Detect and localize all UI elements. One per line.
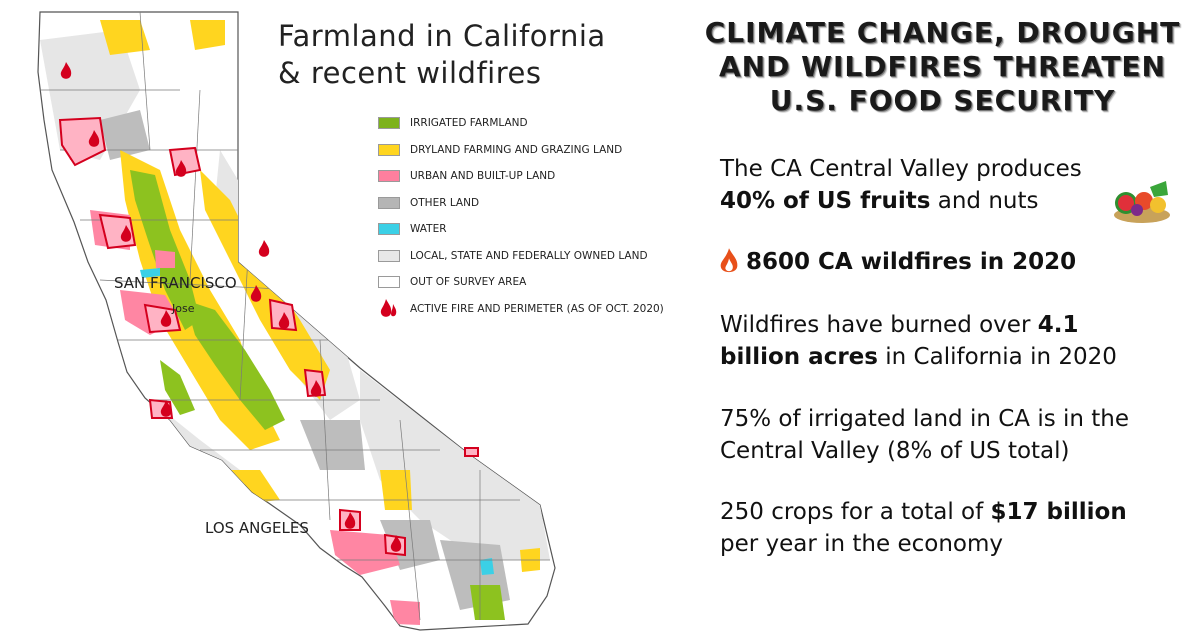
california-map — [37, 11, 556, 631]
fact-burned-number: 4.1 — [1037, 312, 1079, 338]
legend-item-other: OTHER LAND — [378, 190, 698, 217]
legend-label: DRYLAND FARMING AND GRAZING LAND — [410, 143, 623, 156]
fact-wildfires-text: 8600 CA wildfires in 2020 — [746, 249, 1077, 275]
irrigated-salinas — [160, 360, 195, 415]
irrigated-sacramento — [130, 170, 200, 330]
urban-san-diego — [390, 600, 420, 625]
fact-fruits: The CA Central Valley produces 40% of US… — [720, 153, 1200, 217]
legend-swatch-public-land — [378, 249, 400, 262]
legend-item-public-land: LOCAL, STATE AND FEDERALLY OWNED LAND — [378, 243, 698, 270]
legend-item-urban: URBAN AND BUILT-UP LAND — [378, 163, 698, 190]
fact-burned-unit: billion acres — [720, 344, 878, 370]
legend-label: OTHER LAND — [410, 196, 480, 209]
legend-item-water: WATER — [378, 216, 698, 243]
fact-burned: Wildfires have burned over 4.1 billion a… — [720, 309, 1200, 373]
fire-perimeter-august-complex — [58, 116, 107, 167]
irrigated-san-joaquin — [185, 300, 285, 430]
map-title-line1: Farmland in California — [278, 19, 606, 53]
fire-marker-12 — [390, 535, 402, 552]
map-title-line2: & recent wildfires — [278, 56, 542, 90]
fire-marker-11 — [344, 512, 356, 529]
water-salton — [480, 558, 494, 575]
fire-marker-2 — [88, 130, 100, 147]
fire-marker-5 — [258, 240, 270, 257]
city-label-los-angeles: LOS ANGELES — [205, 519, 309, 537]
headline-line1: CLIMATE CHANGE, DROUGHT — [704, 16, 1181, 49]
legend-label: OUT OF SURVEY AREA — [410, 276, 527, 289]
fact-crops-line2: per year in the economy — [720, 531, 1004, 557]
fire-marker-1 — [60, 62, 72, 79]
legend-swatch-out-of-survey — [378, 276, 400, 289]
headline-line2: AND WILDFIRES THREATEN — [718, 50, 1166, 83]
fire-marker-6 — [250, 285, 262, 302]
legend-label: WATER — [410, 223, 447, 236]
other-land-1 — [300, 420, 365, 470]
water-delta — [140, 268, 160, 278]
other-land-3 — [100, 110, 150, 160]
legend-swatch-dryland — [378, 143, 400, 156]
fact-fruits-highlight: 40% of US fruits — [720, 188, 931, 214]
legend-item-dryland: DRYLAND FARMING AND GRAZING LAND — [378, 137, 698, 164]
fact-irrigated-line1: 75% of irrigated land in CA is in the — [720, 406, 1130, 432]
dryland-north — [100, 20, 150, 55]
fire-icon — [720, 248, 738, 273]
fact-burned-pre: Wildfires have burned over — [720, 312, 1038, 338]
headline: CLIMATE CHANGE, DROUGHT AND WILDFIRES TH… — [690, 16, 1195, 118]
legend-label: URBAN AND BUILT-UP LAND — [410, 170, 556, 183]
fire-marker-8 — [160, 310, 172, 327]
fire-marker-3 — [175, 160, 187, 177]
legend-label: ACTIVE FIRE AND PERIMETER (AS OF OCT. 20… — [410, 302, 664, 315]
fire-marker-4 — [120, 225, 132, 242]
headline-line3: U.S. FOOD SECURITY — [769, 84, 1116, 117]
fact-fruits-line1: The CA Central Valley produces — [720, 156, 1082, 182]
legend-label: IRRIGATED FARMLAND — [410, 117, 528, 130]
fire-marker-10 — [160, 400, 172, 417]
legend-swatch-other — [378, 196, 400, 209]
map-title: Farmland in California & recent wildfire… — [278, 18, 658, 92]
legend-swatch-urban — [378, 170, 400, 183]
legend-swatch-irrigated — [378, 117, 400, 130]
irrigated-imperial — [470, 585, 505, 620]
fact-crops-value: $17 billion — [990, 499, 1127, 525]
fire-marker-9 — [310, 380, 322, 397]
city-label-san-jose: Jose — [172, 302, 195, 315]
fire-icon — [380, 298, 397, 317]
fact-wildfires: 8600 CA wildfires in 2020 — [746, 246, 1200, 278]
fact-irrigated: 75% of irrigated land in CA is in the Ce… — [720, 403, 1200, 467]
fact-crops: 250 crops for a total of $17 billion per… — [720, 496, 1200, 560]
legend-item-out-of-survey: OUT OF SURVEY AREA — [378, 269, 698, 296]
fact-crops-pre: 250 crops for a total of — [720, 499, 991, 525]
legend-item-active-fire: ACTIVE FIRE AND PERIMETER (AS OF OCT. 20… — [378, 296, 698, 323]
city-label-san-francisco: SAN FRANCISCO — [114, 274, 237, 292]
public-land-desert — [360, 370, 550, 560]
fact-fruits-rest: and nuts — [930, 188, 1039, 214]
map-legend: IRRIGATED FARMLAND DRYLAND FARMING AND G… — [378, 110, 698, 322]
fire-perimeter-east — [464, 447, 479, 457]
fruit-basket-icon — [1114, 181, 1170, 223]
urban-sacramento — [155, 250, 175, 268]
legend-swatch-water — [378, 223, 400, 236]
legend-item-irrigated: IRRIGATED FARMLAND — [378, 110, 698, 137]
urban-la — [330, 530, 400, 575]
fact-irrigated-line2: Central Valley (8% of US total) — [720, 438, 1070, 464]
legend-label: LOCAL, STATE AND FEDERALLY OWNED LAND — [410, 249, 648, 262]
fact-burned-rest: in California in 2020 — [877, 344, 1117, 370]
fire-marker-7 — [278, 312, 290, 329]
dryland-north-2 — [190, 20, 225, 50]
